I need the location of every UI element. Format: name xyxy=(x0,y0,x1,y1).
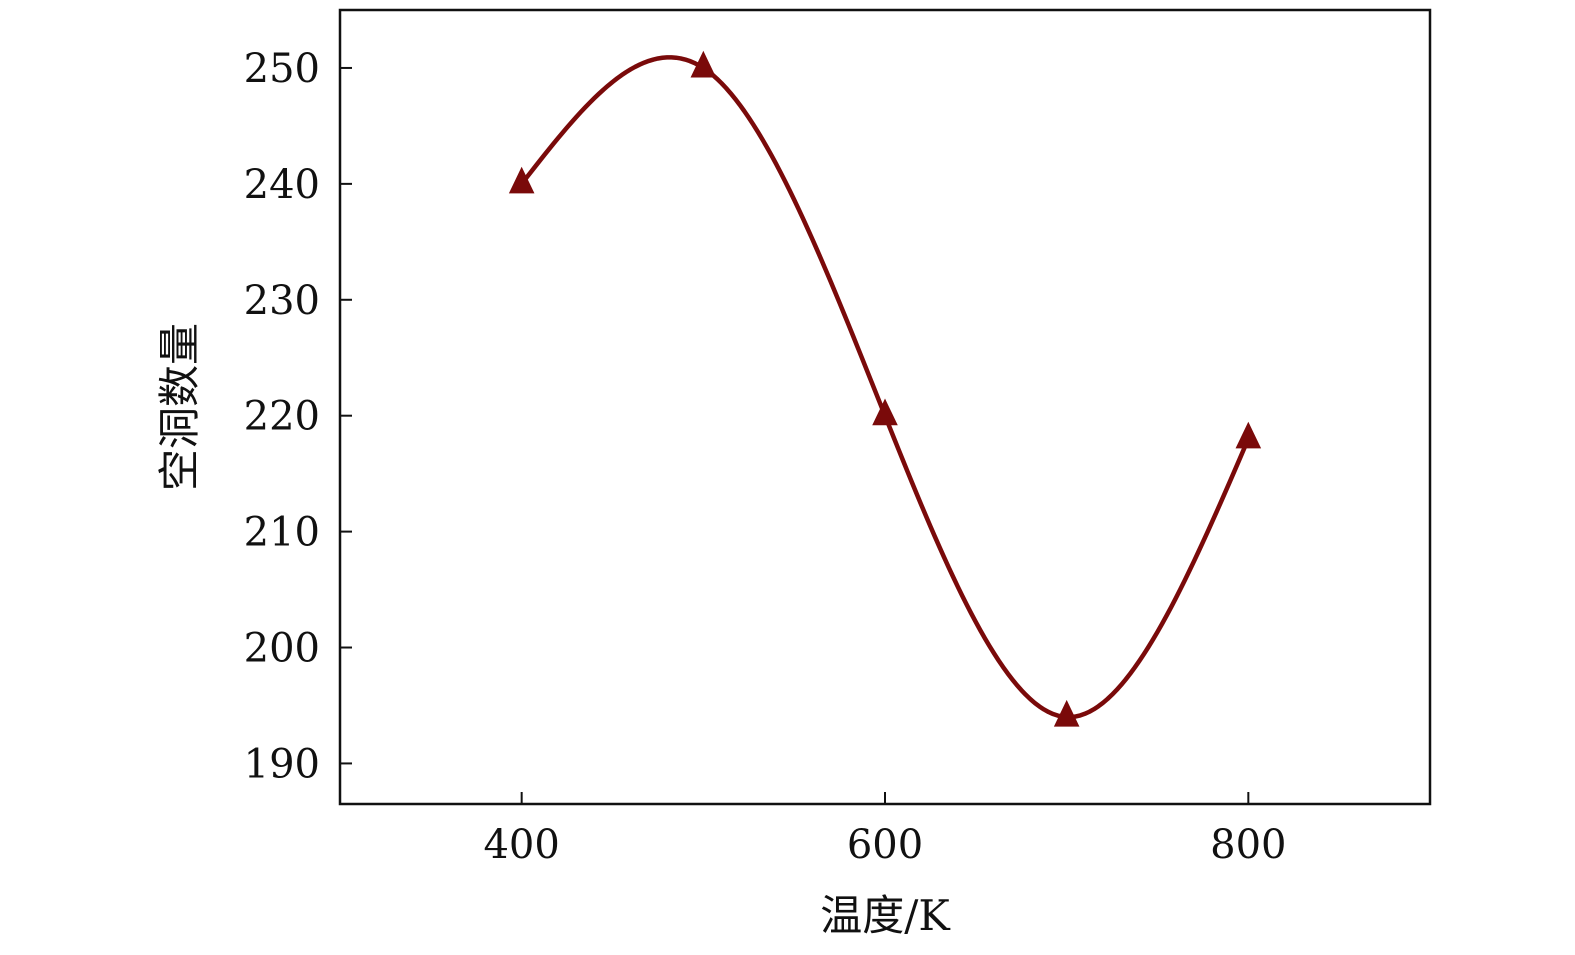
x-tick-label: 400 xyxy=(483,822,559,868)
marker-layer xyxy=(508,50,1262,727)
y-tick-label: 250 xyxy=(244,46,320,92)
data-point-marker xyxy=(872,398,898,426)
x-axis-title: 温度/K xyxy=(820,891,951,940)
y-tick-label: 210 xyxy=(244,510,320,556)
x-axis-ticks: 400 600 800 xyxy=(483,792,1287,868)
x-tick-label: 800 xyxy=(1210,822,1286,868)
series-layer xyxy=(519,55,1251,720)
data-point-marker xyxy=(508,166,535,194)
y-axis-title: 空洞数量 xyxy=(155,323,204,491)
y-tick-label: 190 xyxy=(244,741,320,787)
data-point-marker xyxy=(1053,699,1080,727)
data-point-marker xyxy=(1235,421,1262,449)
y-tick-label: 230 xyxy=(244,278,320,324)
y-tick-label: 220 xyxy=(244,394,320,440)
x-tick-label: 600 xyxy=(847,822,923,868)
data-point-marker xyxy=(690,50,717,78)
y-tick-label: 240 xyxy=(244,162,320,208)
y-tick-label: 200 xyxy=(244,626,320,672)
series-line xyxy=(519,55,1251,720)
y-axis-ticks: 190 200 210 220 230 240 250 xyxy=(244,46,352,787)
